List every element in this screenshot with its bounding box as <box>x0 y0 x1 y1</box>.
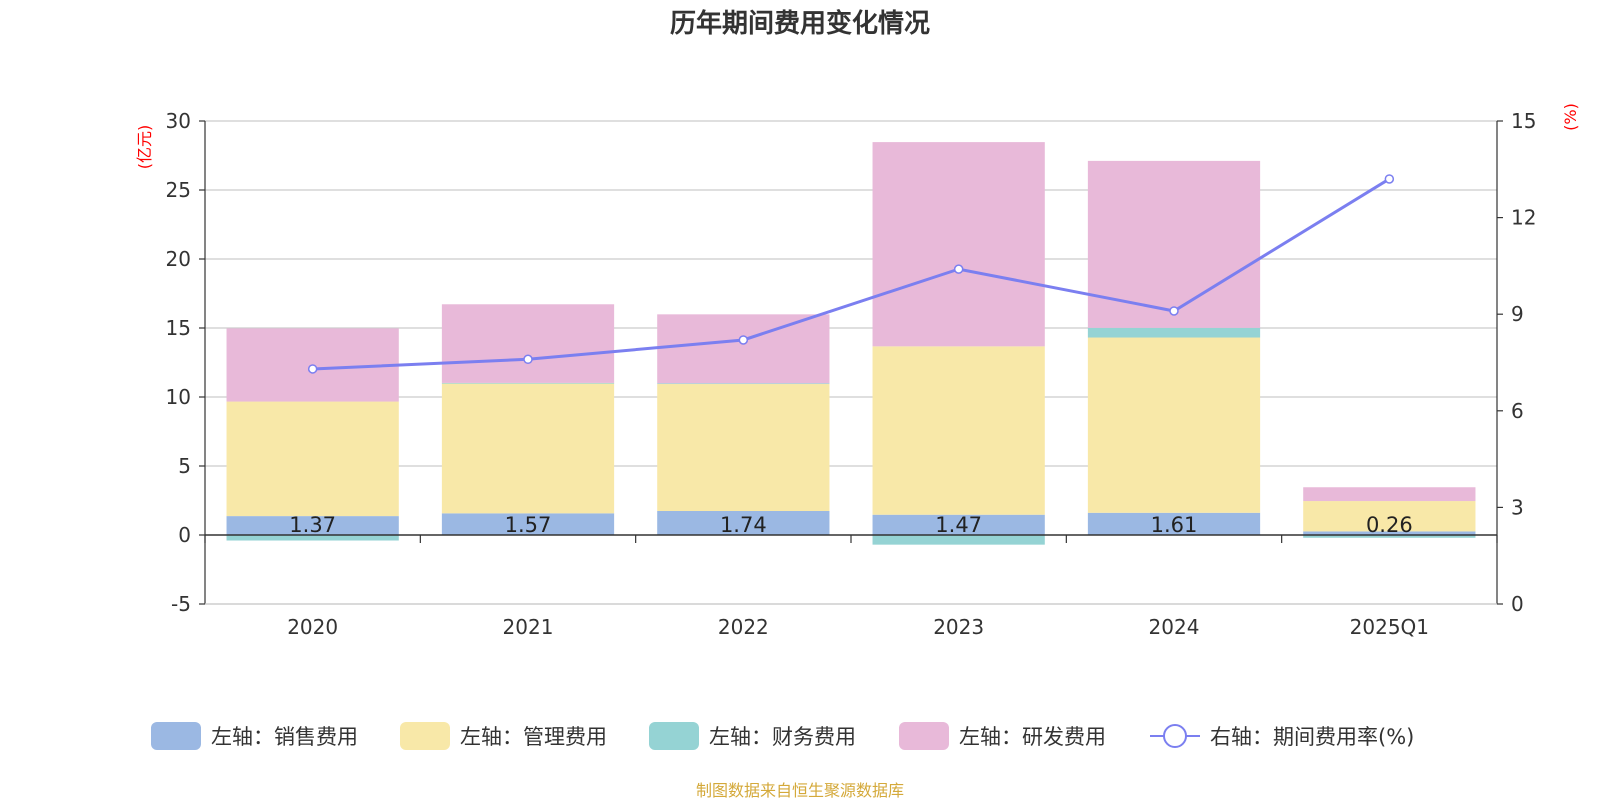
rate-point <box>738 335 749 345</box>
left-axis-unit: (亿元) <box>135 125 154 170</box>
legend-label: 左轴：研发费用 <box>959 725 1106 749</box>
legend-swatch <box>151 722 201 750</box>
left-tick-label: 10 <box>166 385 191 409</box>
bar-data-label: 1.57 <box>505 513 552 537</box>
bar-segment <box>1303 501 1476 532</box>
rate-point <box>307 364 318 374</box>
bar-segment <box>226 535 399 541</box>
right-tick-label: 3 <box>1511 495 1524 519</box>
right-tick-label: 15 <box>1511 109 1536 133</box>
legend-swatch <box>649 722 699 750</box>
bar-segment <box>1303 531 1476 535</box>
bar-segment <box>441 513 615 535</box>
x-tick-label: 2020 <box>287 615 338 639</box>
rate-point <box>523 354 533 365</box>
legend-label: 右轴：期间费用率(%) <box>1210 725 1414 749</box>
left-tick-label: 15 <box>166 316 191 340</box>
x-tick-label: 2025Q1 <box>1350 615 1429 639</box>
right-axis-unit: (%) <box>1561 103 1580 131</box>
bar-segment <box>226 401 399 517</box>
legend-item[interactable]: 左轴：财务费用 <box>649 722 856 750</box>
legend-item[interactable]: 左轴：研发费用 <box>899 722 1106 750</box>
rate-point <box>1384 174 1395 184</box>
legend-swatch <box>400 722 450 750</box>
legend-item[interactable]: 左轴：销售费用 <box>151 722 358 750</box>
bar-data-label: 1.74 <box>720 513 767 537</box>
legend-label: 左轴：销售费用 <box>211 725 358 749</box>
bar-data-label: 1.47 <box>935 513 982 537</box>
right-tick-label: 0 <box>1511 592 1524 616</box>
legend-item[interactable]: 左轴：管理费用 <box>400 722 607 750</box>
x-tick-label: 2021 <box>503 615 554 639</box>
legend-swatch <box>899 722 949 750</box>
bar-segment <box>441 383 615 514</box>
bar-segment <box>1087 337 1261 513</box>
legend-marker <box>1163 724 1187 748</box>
bar-data-label: 1.61 <box>1151 513 1198 537</box>
bar-segment <box>1087 327 1261 338</box>
line-layer <box>307 174 1395 374</box>
right-tick-label: 9 <box>1511 302 1524 326</box>
bar-segment <box>226 516 399 535</box>
bar-segment <box>441 304 615 383</box>
chart-title: 历年期间费用变化情况 <box>670 8 930 39</box>
legend: 左轴：销售费用 左轴：管理费用 左轴：财务费用 左轴：研发费用 右轴：期间费用率(%) <box>151 722 1414 750</box>
left-tick-label: 5 <box>178 454 191 478</box>
bar-segment <box>657 314 830 384</box>
bar-segment <box>872 142 1045 347</box>
bar-layer <box>226 142 1476 545</box>
left-tick-label: -5 <box>171 592 191 616</box>
legend-item[interactable]: 右轴：期间费用率(%) <box>1150 724 1414 749</box>
bar-segment <box>1087 160 1261 328</box>
x-tick-label: 2022 <box>718 615 769 639</box>
source-note: 制图数据来自恒生聚源数据库 <box>696 781 904 800</box>
left-tick-label: 20 <box>166 247 191 271</box>
bar-segment <box>872 535 1045 545</box>
left-tick-label: 30 <box>166 109 191 133</box>
bar-segment <box>1087 512 1261 535</box>
rate-line <box>312 177 1391 371</box>
axes: -5 0 5 10 15 20 25 30 0 3 6 9 12 15 2020 2021 2022 2023 20… <box>166 109 1537 639</box>
right-tick-label: 6 <box>1511 399 1524 423</box>
bar-segment <box>872 346 1045 515</box>
x-tick-label: 2024 <box>1149 615 1200 639</box>
bar-data-label: 0.26 <box>1366 513 1413 537</box>
bar-segment <box>657 510 830 535</box>
left-tick-label: 25 <box>166 178 191 202</box>
bar-segment <box>441 382 615 384</box>
bar-segment <box>657 383 830 385</box>
rate-point <box>953 264 964 274</box>
right-tick-label: 12 <box>1511 206 1536 230</box>
legend-label: 左轴：财务费用 <box>709 725 856 749</box>
gridlines <box>205 120 1497 605</box>
bar-segment <box>1303 535 1476 538</box>
bar-segment <box>872 514 1045 535</box>
bar-segment <box>1303 487 1476 502</box>
bar-labels: 1.37 1.57 1.74 1.47 1.61 0.26 <box>289 513 1412 537</box>
rate-point <box>1169 306 1179 316</box>
left-tick-label: 0 <box>178 523 191 547</box>
bar-data-label: 1.37 <box>289 513 336 537</box>
legend-label: 左轴：管理费用 <box>460 725 607 749</box>
x-tick-label: 2023 <box>933 615 984 639</box>
bar-segment <box>657 384 830 511</box>
